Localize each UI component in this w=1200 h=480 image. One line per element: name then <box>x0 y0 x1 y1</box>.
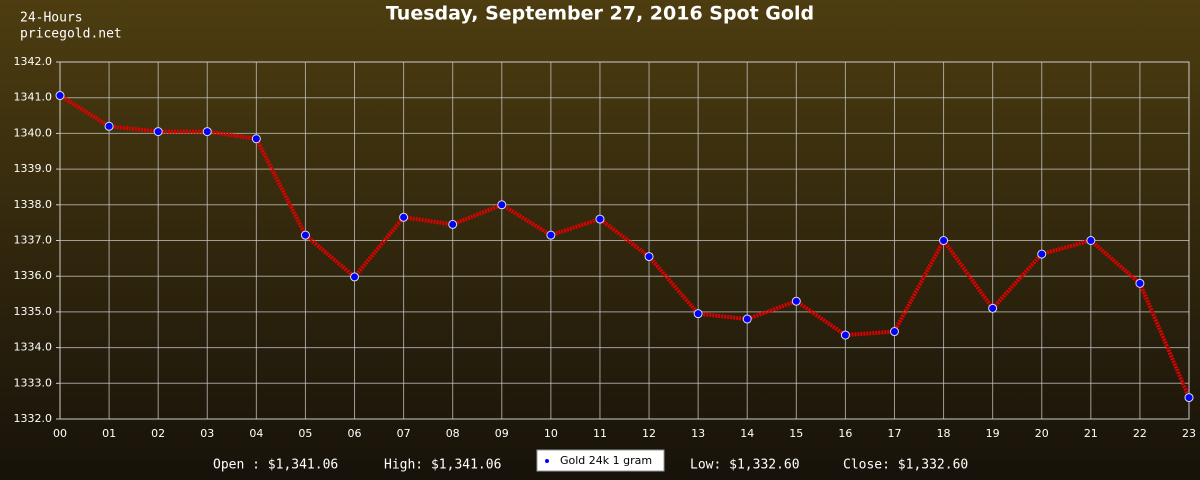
x-tick-label: 03 <box>200 427 214 440</box>
data-point <box>251 134 261 144</box>
x-tick-label: 12 <box>642 427 656 440</box>
legend-box <box>536 449 665 472</box>
data-point <box>399 212 409 222</box>
data-point <box>742 314 752 324</box>
data-point <box>300 230 310 240</box>
y-tick-label: 1339.0 <box>14 162 53 175</box>
x-tick-label: 06 <box>348 427 362 440</box>
data-point <box>644 252 654 262</box>
x-tick-label: 16 <box>838 427 852 440</box>
x-tick-label: 19 <box>986 427 1000 440</box>
data-point <box>988 303 998 313</box>
chart-title: Tuesday, September 27, 2016 Spot Gold <box>386 3 814 25</box>
legend-label: Gold 24k 1 gram <box>560 454 652 467</box>
subtitle: 24-Hours <box>20 11 83 26</box>
x-tick-label: 00 <box>53 427 67 440</box>
x-tick-label: 14 <box>740 427 754 440</box>
x-tick-label: 01 <box>102 427 116 440</box>
y-tick-label: 1337.0 <box>14 234 53 247</box>
x-tick-label: 18 <box>937 427 951 440</box>
x-tick-label: 09 <box>495 427 509 440</box>
x-tick-label: 23 <box>1182 427 1196 440</box>
data-point <box>1184 393 1194 403</box>
y-tick-label: 1334.0 <box>14 341 53 354</box>
data-point <box>546 230 556 240</box>
data-point <box>1037 249 1047 259</box>
data-point <box>497 200 507 210</box>
legend-marker <box>545 459 549 463</box>
y-tick-label: 1342.0 <box>14 55 53 68</box>
data-point <box>104 121 114 131</box>
x-tick-label: 22 <box>1133 427 1147 440</box>
x-tick-label: 21 <box>1084 427 1098 440</box>
data-point <box>595 214 605 224</box>
data-point <box>840 330 850 340</box>
x-tick-label: 17 <box>887 427 901 440</box>
y-tick-label: 1336.0 <box>14 269 53 282</box>
x-tick-label: 10 <box>544 427 558 440</box>
y-tick-label: 1333.0 <box>14 376 53 389</box>
x-tick-label: 04 <box>249 427 263 440</box>
data-point <box>55 91 65 101</box>
x-tick-label: 05 <box>298 427 312 440</box>
data-point <box>1086 236 1096 245</box>
subtitle: pricegold.net <box>20 27 122 42</box>
x-tick-label: 02 <box>151 427 165 440</box>
data-point <box>1135 278 1145 288</box>
data-point <box>202 127 212 137</box>
y-tick-label: 1341.0 <box>14 91 53 104</box>
data-point <box>939 236 949 245</box>
y-tick-label: 1340.0 <box>14 126 53 139</box>
x-tick-label: 13 <box>691 427 705 440</box>
stat-label: Low: $1,332.60 <box>690 458 800 473</box>
x-tick-label: 15 <box>789 427 803 440</box>
x-tick-label: 08 <box>446 427 460 440</box>
legend: Gold 24k 1 gram <box>536 449 665 472</box>
stat-label: Open : $1,341.06 <box>213 458 338 473</box>
stat-label: High: $1,341.06 <box>384 458 501 473</box>
data-point <box>693 309 703 319</box>
data-point <box>889 327 899 337</box>
data-point <box>791 296 801 306</box>
y-tick-label: 1335.0 <box>14 305 53 318</box>
x-tick-label: 20 <box>1035 427 1049 440</box>
x-tick-label: 07 <box>397 427 411 440</box>
plot-frame <box>59 61 1190 420</box>
x-tick-label: 11 <box>593 427 607 440</box>
stat-label: Close: $1,332.60 <box>843 458 968 473</box>
y-tick-label: 1332.0 <box>14 412 53 425</box>
data-point <box>350 272 360 282</box>
data-point <box>153 127 163 137</box>
y-tick-label: 1338.0 <box>14 198 53 211</box>
data-point <box>448 219 458 229</box>
